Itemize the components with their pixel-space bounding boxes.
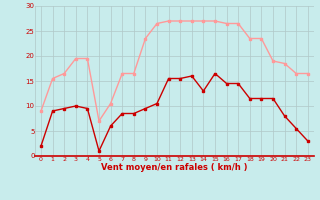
X-axis label: Vent moyen/en rafales ( km/h ): Vent moyen/en rafales ( km/h ) [101,163,248,172]
